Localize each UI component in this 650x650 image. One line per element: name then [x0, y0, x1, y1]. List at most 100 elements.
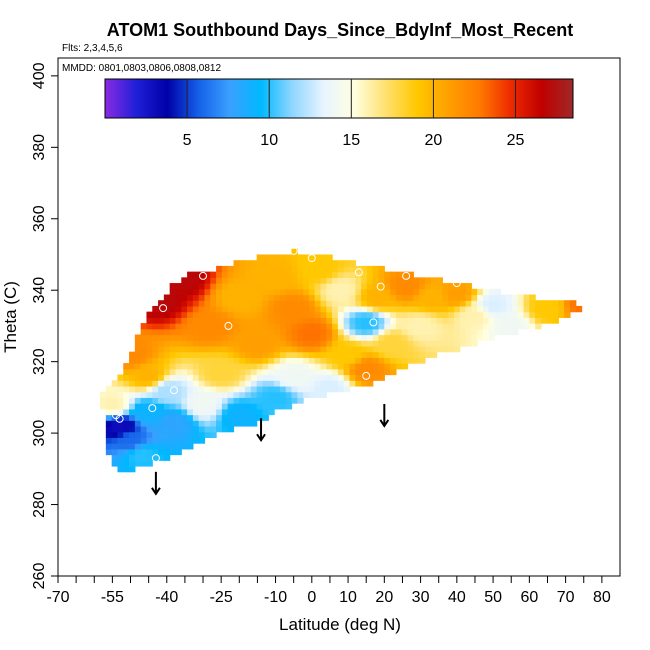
field-cell: [320, 391, 327, 398]
field-cell: [314, 317, 322, 324]
field-cell: [332, 380, 339, 387]
field-cell: [210, 300, 217, 307]
field-cell: [204, 305, 211, 313]
field-cell: [123, 420, 130, 427]
sample-point: [151, 454, 160, 463]
field-cell: [326, 271, 333, 278]
field-cell: [216, 374, 223, 381]
field-cell: [198, 385, 206, 393]
field-cell: [349, 363, 356, 370]
field-cell: [488, 328, 496, 336]
field-cell: [471, 288, 478, 296]
field-cell: [152, 351, 159, 358]
field-cell: [459, 317, 467, 324]
field-cell: [285, 397, 293, 404]
field-cell: [413, 277, 420, 284]
field-cell: [239, 265, 246, 273]
field-cell: [187, 271, 194, 278]
field-cell: [274, 334, 281, 341]
field-cell: [517, 294, 525, 301]
x-tick-label: 80: [593, 589, 611, 606]
field-cell: [163, 454, 171, 461]
field-cell: [303, 340, 310, 347]
field-cell: [314, 357, 322, 364]
field-cell: [372, 283, 380, 290]
chart-title: ATOM1 Southbound Days_Since_BdyInf_Most_…: [107, 20, 573, 40]
field-cell: [187, 397, 194, 404]
field-cell: [129, 374, 136, 381]
field-cell: [216, 328, 223, 336]
field-cell: [163, 408, 171, 416]
field-cell: [221, 328, 229, 336]
field-cell: [308, 277, 316, 284]
field-cell: [285, 368, 293, 376]
field-cell: [430, 288, 438, 296]
field-cell: [204, 357, 211, 364]
field-cell: [448, 283, 455, 290]
y-tick-label: 360: [31, 205, 48, 232]
field-cell: [291, 380, 298, 387]
field-cell: [308, 357, 316, 364]
field-cell: [192, 334, 200, 341]
field-cell: [111, 403, 119, 410]
field-cell: [169, 448, 177, 456]
field-cell: [390, 317, 397, 324]
field-cell: [140, 425, 148, 433]
field-cell: [233, 317, 240, 324]
field-cell: [123, 380, 130, 387]
field-cell: [471, 317, 478, 324]
field-cell: [372, 374, 380, 381]
field-cell: [250, 305, 258, 313]
field-cell: [233, 260, 240, 267]
field-cell: [279, 357, 287, 364]
field-cell: [192, 431, 200, 438]
field-cell: [419, 283, 426, 290]
field-cell: [395, 334, 403, 341]
field-cell: [227, 420, 235, 427]
sample-point: [376, 282, 385, 291]
field-cell: [285, 277, 293, 284]
field-cell: [250, 391, 258, 398]
colorbar-tick-label: 5: [183, 132, 192, 149]
field-cell: [198, 323, 206, 330]
field-cell: [361, 334, 368, 341]
field-cell: [372, 277, 380, 284]
field-cell: [105, 397, 113, 404]
field-cell: [349, 283, 356, 290]
field-cell: [181, 420, 188, 427]
field-cell: [314, 363, 322, 370]
mmdd-note: MMDD: 0801,0803,0806,0808,0812: [62, 63, 221, 74]
field-cell: [320, 283, 327, 290]
field-cell: [169, 408, 177, 416]
field-cell: [303, 328, 310, 336]
field-cell: [192, 397, 200, 404]
field-cell: [546, 300, 554, 307]
field-cell: [332, 340, 339, 347]
field-cell: [303, 323, 310, 330]
field-cell: [448, 300, 455, 307]
field-cell: [239, 380, 246, 387]
field-cell: [308, 328, 316, 336]
field-cell: [245, 328, 252, 336]
field-cell: [274, 294, 281, 301]
field-cell: [146, 334, 153, 341]
field-cell: [233, 283, 240, 290]
field-cell: [169, 397, 177, 404]
field-cell: [169, 403, 177, 410]
field-cell: [378, 334, 385, 341]
field-cell: [378, 283, 385, 290]
field-cell: [245, 414, 252, 421]
field-cell: [465, 294, 472, 301]
field-cell: [337, 283, 345, 290]
field-cell: [314, 271, 322, 278]
field-cell: [291, 374, 298, 381]
field-cell: [233, 265, 240, 273]
field-cell: [337, 260, 345, 267]
field-cell: [181, 288, 188, 296]
field-cell: [163, 334, 171, 341]
field-cell: [216, 271, 223, 278]
field-cell: [175, 300, 182, 307]
field-cell: [308, 351, 316, 358]
field-cell: [268, 408, 275, 416]
field-cell: [384, 328, 391, 336]
